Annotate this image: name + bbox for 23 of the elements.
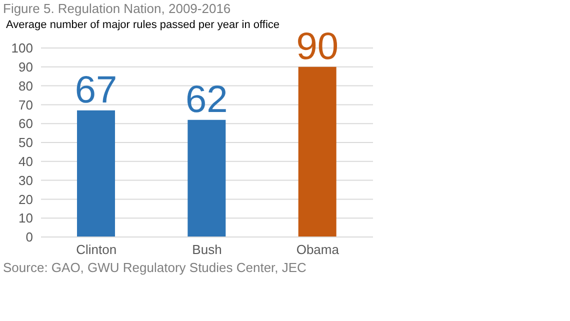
y-tick-label: 70 (18, 97, 33, 112)
y-tick-label: 10 (18, 210, 33, 226)
y-tick-label: 0 (26, 230, 33, 245)
y-tick-label: 30 (18, 172, 33, 188)
x-tick-label: Clinton (76, 242, 117, 258)
y-tick-label: 90 (18, 60, 33, 75)
x-tick-label: Obama (296, 242, 340, 258)
y-tick-label: 60 (18, 116, 33, 132)
y-tick-label: 80 (18, 78, 33, 94)
y-tick-label: 50 (18, 135, 33, 150)
x-tick-label: Bush (192, 242, 222, 258)
data-label: 90 (296, 26, 338, 68)
bar (298, 66, 336, 237)
bar (188, 120, 226, 237)
y-tick-label: 20 (18, 192, 33, 207)
data-label: 62 (186, 78, 228, 121)
y-tick-label: 100 (11, 40, 33, 56)
y-tick-label: 40 (18, 154, 33, 170)
chart-title: Figure 5. Regulation Nation, 2009-2016 (3, 1, 231, 16)
source-note: Source: GAO, GWU Regulatory Studies Center, JEC (3, 260, 306, 275)
bar (77, 110, 115, 237)
data-label: 67 (74, 69, 118, 112)
chart-subtitle: Average number of major rules passed per year in office (6, 19, 280, 31)
